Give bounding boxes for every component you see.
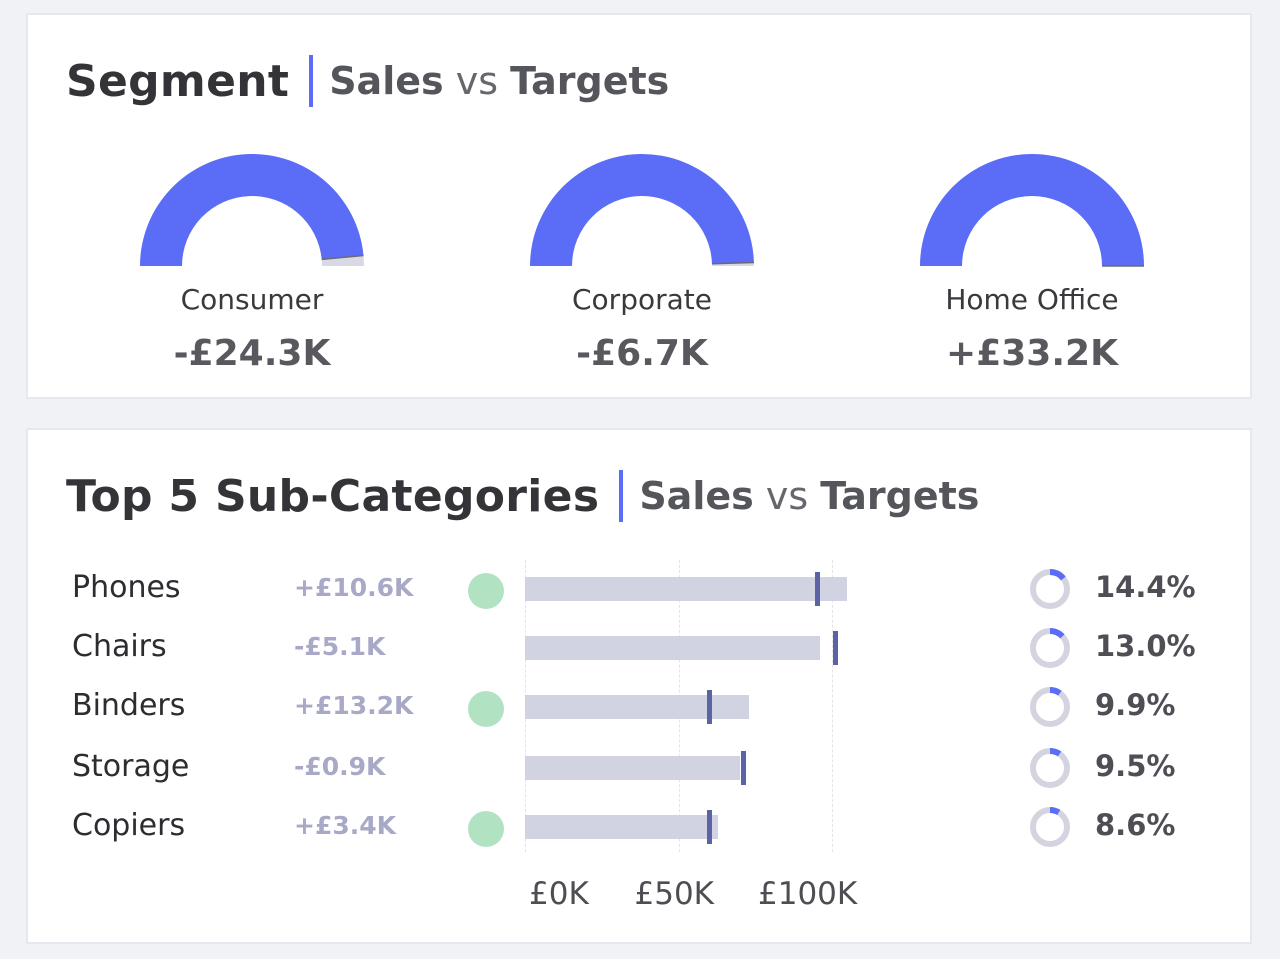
share-donut-chairs [1030,628,1070,668]
subcategories-title: Top 5 Sub-Categories Sales vs Targets [66,470,979,522]
subcategory-name-phones: Phones [72,570,181,605]
gauge-consumer-fill [140,153,364,266]
above-target-dot-binders [468,691,504,727]
target-marker-storage [740,751,746,785]
subcategory-difference-binders: +£13.2K [294,691,414,720]
target-marker-chairs [833,631,839,665]
segment-title: Segment Sales vs Targets [66,55,669,107]
share-percent-copiers: 8.6% [1095,808,1176,842]
subtitle-sales: Sales [639,474,754,518]
gauge-consumer-label: Consumer [180,283,324,316]
subcategory-difference-copiers: +£3.4K [294,811,397,840]
gauge-home-office-fill [920,154,1144,266]
share-donut-track [1030,748,1070,788]
share-donut-fill [1049,748,1062,757]
gauge-home-office-value: +£33.2K [946,333,1118,374]
subcategories-card: Top 5 Sub-Categories Sales vs Targets £0… [26,428,1252,944]
share-percent-storage: 9.5% [1095,749,1176,783]
share-percent-binders: 9.9% [1095,688,1176,722]
share-percent-chairs: 13.0% [1095,629,1196,663]
gauge-home-office[interactable] [917,150,1147,268]
target-marker-phones [814,572,820,606]
x-tick-label: £0K [529,876,589,912]
target-marker-binders [707,690,713,724]
gauge-corporate-value: -£6.7K [576,333,708,374]
share-donut-phones [1030,569,1070,609]
subcategories-subtitle: Sales vs Targets [639,474,979,518]
segment-card: Segment Sales vs Targets Consumer -£24.3… [26,13,1252,399]
subcategories-title-main: Top 5 Sub-Categories [66,470,600,522]
subcategory-name-binders: Binders [72,688,186,723]
segment-subtitle: Sales vs Targets [329,59,669,103]
gauge-consumer-target-marker [321,254,364,261]
share-donut-fill [1049,628,1065,639]
subtitle-vs: vs [765,474,809,518]
subcategory-difference-phones: +£10.6K [294,573,414,602]
share-donut-fill [1049,687,1062,696]
share-donut-fill [1049,807,1061,816]
subcategory-name-copiers: Copiers [72,808,186,843]
subcategory-difference-chairs: -£5.1K [294,632,386,661]
share-donut-binders [1030,687,1070,727]
gauge-home-office-svg [920,154,1144,267]
subtitle-vs: vs [455,59,499,103]
gauge-corporate-target-marker [711,261,754,265]
subtitle-targets: Targets [820,474,980,518]
gauge-corporate[interactable] [527,150,757,268]
above-target-dot-phones [468,573,504,609]
x-tick-label: £50K [634,876,715,912]
share-percent-phones: 14.4% [1095,570,1196,604]
share-donut-storage [1030,748,1070,788]
x-tick-label: £100K [758,876,858,912]
gauge-consumer-value: -£24.3K [173,333,331,374]
target-marker-copiers [707,810,713,844]
title-divider [309,55,314,107]
above-target-dot-copiers [468,811,504,847]
gauge-consumer[interactable] [137,150,367,268]
gridline [832,560,833,852]
gauge-corporate-label: Corporate [572,283,712,316]
gauge-consumer-svg [140,153,364,266]
share-donut-track [1030,687,1070,727]
subcategory-difference-storage: -£0.9K [294,752,386,781]
sales-bar-binders[interactable] [525,695,750,719]
share-donut-fill [1049,569,1066,581]
subtitle-sales: Sales [329,59,444,103]
sales-bar-phones[interactable] [525,577,848,601]
gauge-consumer-remainder [321,255,364,266]
sales-bar-copiers[interactable] [525,815,719,839]
gauge-corporate-svg [530,153,754,266]
sales-bar-chairs[interactable] [525,636,820,660]
subcategory-name-storage: Storage [72,749,190,784]
gauge-corporate-fill [530,153,754,266]
title-divider [619,470,624,522]
share-donut-copiers [1030,807,1070,847]
share-donut-track [1030,807,1070,847]
subcategory-name-chairs: Chairs [72,629,167,664]
gauge-home-office-label: Home Office [945,283,1119,316]
sales-bar-storage[interactable] [525,756,740,780]
segment-title-main: Segment [66,55,290,107]
subtitle-targets: Targets [510,59,670,103]
